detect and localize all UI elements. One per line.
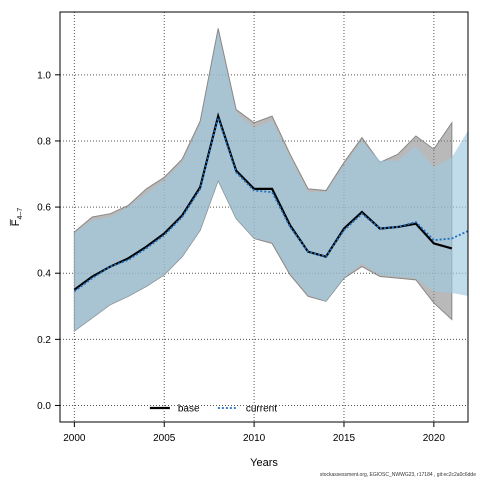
x-tick-label: 2020 bbox=[423, 433, 446, 444]
series-lines bbox=[73, 112, 468, 293]
y-axis-ticks: 0.0 0.2 0.4 0.6 0.8 1.0 bbox=[37, 70, 60, 412]
x-tick-label: 2000 bbox=[63, 433, 86, 444]
series-line-current bbox=[73, 114, 468, 293]
plot-frame bbox=[59, 11, 469, 423]
y-axis-title-main: F̅ bbox=[10, 219, 22, 227]
y-tick-label: 0.2 bbox=[37, 335, 51, 346]
x-tick-label: 2005 bbox=[153, 433, 176, 444]
y-tick-label: 0.4 bbox=[37, 269, 51, 280]
legend-label-base: base bbox=[178, 404, 200, 415]
y-tick-label: 0.6 bbox=[37, 203, 51, 214]
confidence-band-current bbox=[74, 31, 468, 332]
confidence-bands bbox=[73, 28, 468, 333]
y-tick-label: 1.0 bbox=[37, 70, 51, 81]
svg-text:F̅4–7: F̅4–7 bbox=[10, 208, 24, 227]
legend-label-current: current bbox=[246, 404, 277, 415]
x-axis-title: Years bbox=[250, 457, 278, 469]
footer-note: stockassessment.org, EGIOSC_NWWG23, r171… bbox=[319, 472, 476, 478]
x-tick-label: 2015 bbox=[333, 433, 356, 444]
y-axis-title-subscript: 4–7 bbox=[17, 208, 24, 220]
y-tick-label: 0.0 bbox=[37, 401, 51, 412]
x-tick-label: 2010 bbox=[243, 433, 266, 444]
legend: base current bbox=[149, 404, 277, 415]
x-axis-ticks: 2000 2005 2010 2015 2020 bbox=[63, 422, 445, 444]
y-axis-title: F̅4–7 bbox=[10, 208, 24, 227]
y-tick-label: 0.8 bbox=[37, 136, 51, 147]
